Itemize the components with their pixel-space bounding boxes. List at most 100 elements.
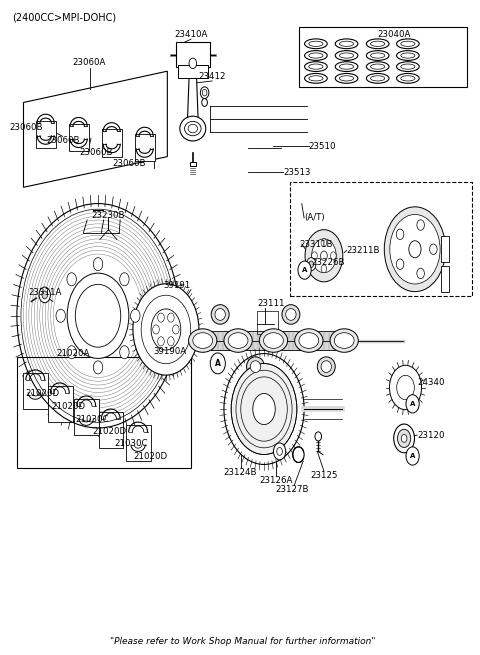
Text: 24340: 24340 bbox=[417, 379, 445, 388]
Polygon shape bbox=[17, 357, 191, 468]
Ellipse shape bbox=[184, 121, 201, 136]
Text: A: A bbox=[410, 401, 415, 407]
Circle shape bbox=[10, 194, 186, 438]
Circle shape bbox=[131, 309, 140, 322]
Bar bbox=[99, 412, 123, 448]
Ellipse shape bbox=[282, 305, 300, 324]
Ellipse shape bbox=[215, 309, 225, 320]
Circle shape bbox=[298, 261, 311, 279]
Circle shape bbox=[397, 429, 411, 447]
Text: 23040A: 23040A bbox=[377, 30, 410, 39]
Ellipse shape bbox=[211, 305, 229, 324]
Circle shape bbox=[93, 257, 103, 271]
Ellipse shape bbox=[371, 64, 385, 69]
Circle shape bbox=[312, 239, 336, 272]
Ellipse shape bbox=[309, 64, 323, 69]
Ellipse shape bbox=[224, 329, 252, 352]
Ellipse shape bbox=[401, 64, 415, 69]
Text: 23126A: 23126A bbox=[259, 476, 292, 485]
Text: A: A bbox=[410, 453, 415, 459]
Ellipse shape bbox=[259, 329, 288, 352]
Ellipse shape bbox=[335, 73, 358, 83]
Text: 23311B: 23311B bbox=[300, 240, 333, 248]
Ellipse shape bbox=[264, 333, 283, 348]
Text: (A/T): (A/T) bbox=[304, 214, 325, 223]
Ellipse shape bbox=[401, 53, 415, 58]
Text: 21020D: 21020D bbox=[133, 452, 168, 461]
Circle shape bbox=[401, 434, 407, 442]
Circle shape bbox=[172, 325, 179, 334]
Text: 23412: 23412 bbox=[198, 72, 226, 81]
Ellipse shape bbox=[309, 53, 323, 58]
Ellipse shape bbox=[305, 50, 327, 60]
Ellipse shape bbox=[286, 309, 296, 320]
Bar bbox=[126, 425, 151, 461]
Bar bbox=[190, 162, 196, 166]
Bar bbox=[257, 311, 278, 334]
Ellipse shape bbox=[305, 62, 327, 71]
Circle shape bbox=[306, 257, 316, 271]
Polygon shape bbox=[280, 331, 301, 350]
Circle shape bbox=[293, 447, 304, 462]
Circle shape bbox=[168, 337, 174, 346]
Text: 23060B: 23060B bbox=[113, 159, 146, 168]
Polygon shape bbox=[245, 331, 266, 350]
Circle shape bbox=[202, 98, 207, 106]
Text: 23230B: 23230B bbox=[92, 211, 125, 220]
Circle shape bbox=[409, 241, 421, 257]
Ellipse shape bbox=[339, 41, 354, 47]
Circle shape bbox=[321, 239, 327, 247]
Ellipse shape bbox=[366, 73, 389, 83]
Ellipse shape bbox=[309, 41, 323, 47]
Ellipse shape bbox=[247, 357, 264, 377]
Text: "Please refer to Work Shop Manual for further information": "Please refer to Work Shop Manual for fu… bbox=[110, 637, 375, 646]
Circle shape bbox=[417, 220, 424, 231]
Text: (2400CC>MPI-DOHC): (2400CC>MPI-DOHC) bbox=[12, 12, 116, 22]
Ellipse shape bbox=[335, 62, 358, 71]
Circle shape bbox=[305, 230, 343, 282]
Bar bbox=[48, 386, 72, 422]
Text: 23513: 23513 bbox=[283, 168, 311, 177]
Bar bbox=[102, 129, 121, 157]
Ellipse shape bbox=[334, 333, 354, 348]
Ellipse shape bbox=[193, 333, 213, 348]
Bar bbox=[178, 66, 208, 79]
Text: 23127B: 23127B bbox=[276, 485, 309, 495]
Circle shape bbox=[384, 207, 445, 291]
Text: 23311A: 23311A bbox=[28, 288, 61, 297]
Bar bbox=[69, 124, 89, 151]
Circle shape bbox=[93, 361, 103, 374]
Circle shape bbox=[75, 284, 121, 347]
Ellipse shape bbox=[366, 62, 389, 71]
Text: A: A bbox=[302, 267, 307, 273]
Circle shape bbox=[42, 291, 48, 299]
Circle shape bbox=[153, 325, 159, 334]
Polygon shape bbox=[24, 71, 168, 187]
Ellipse shape bbox=[330, 329, 359, 352]
Ellipse shape bbox=[371, 53, 385, 58]
Circle shape bbox=[406, 395, 419, 413]
Text: 23060B: 23060B bbox=[47, 136, 80, 145]
Circle shape bbox=[253, 394, 275, 424]
Circle shape bbox=[157, 337, 164, 346]
Ellipse shape bbox=[366, 39, 389, 48]
Circle shape bbox=[389, 365, 421, 409]
Ellipse shape bbox=[299, 333, 319, 348]
Ellipse shape bbox=[309, 76, 323, 81]
Ellipse shape bbox=[401, 41, 415, 47]
Circle shape bbox=[406, 447, 419, 465]
Ellipse shape bbox=[339, 53, 354, 58]
Bar bbox=[441, 265, 449, 291]
Text: 23060B: 23060B bbox=[80, 147, 113, 157]
Circle shape bbox=[202, 90, 207, 96]
Ellipse shape bbox=[401, 76, 415, 81]
Polygon shape bbox=[187, 79, 198, 128]
Bar bbox=[290, 182, 471, 296]
Ellipse shape bbox=[366, 50, 389, 60]
Circle shape bbox=[157, 313, 164, 322]
Circle shape bbox=[67, 346, 76, 359]
Ellipse shape bbox=[189, 329, 217, 352]
Circle shape bbox=[321, 251, 327, 261]
Text: 23060A: 23060A bbox=[73, 58, 106, 67]
Text: 39191: 39191 bbox=[163, 282, 191, 290]
